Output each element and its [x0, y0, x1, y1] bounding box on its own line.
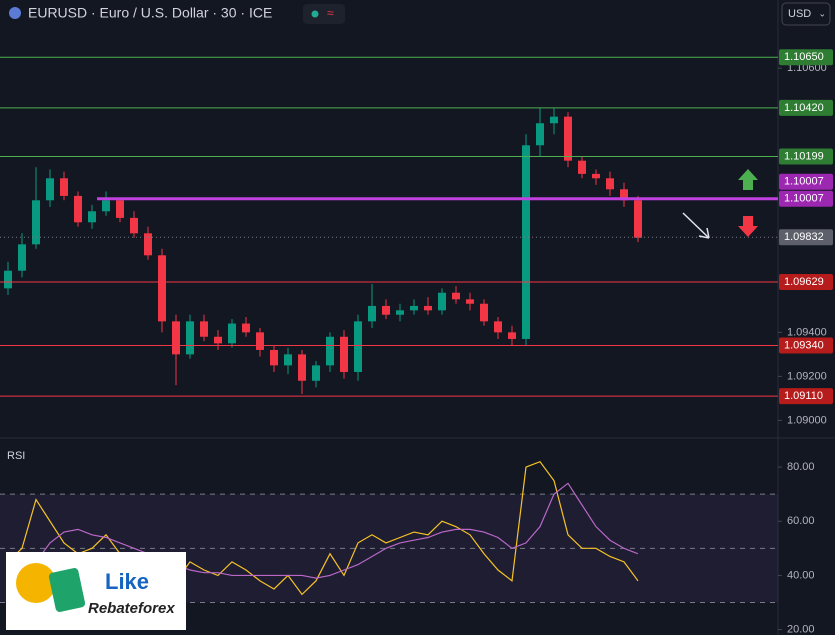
y-tick-label: 80.00 [787, 461, 815, 473]
level-label: 1.09340 [784, 339, 824, 351]
level-label: 1.09110 [784, 390, 823, 402]
rsi-line [7, 460, 639, 596]
candle-body [340, 336, 348, 372]
candle-body [438, 292, 446, 311]
y-tick-label: 60.00 [787, 515, 815, 527]
candle-body [508, 332, 516, 339]
level-label-box [779, 388, 833, 405]
candle-body [410, 305, 418, 311]
candle-body [158, 255, 166, 322]
y-tick-label: 20.00 [787, 623, 815, 635]
rsi-title: RSI [7, 450, 25, 462]
candle-body [74, 195, 82, 223]
candle-body [116, 200, 124, 218]
level-label-box [779, 49, 833, 66]
candle-body [354, 321, 362, 372]
candle-body [382, 305, 390, 315]
status-dot [311, 10, 319, 18]
candle-body [396, 310, 404, 315]
level-label: 1.09629 [784, 276, 824, 288]
candle-body [494, 321, 502, 333]
symbol-icon [9, 7, 21, 19]
candle-body [46, 178, 54, 201]
alert-label: 1.10007 [784, 176, 824, 188]
candle-body [270, 349, 278, 366]
candle-body [452, 292, 460, 300]
y-tick-label: 1.09200 [787, 370, 827, 382]
candle-body [102, 200, 110, 212]
rsi-line [7, 482, 639, 579]
candle-body [32, 200, 40, 245]
level-label-box [779, 148, 833, 165]
last-price-label: 1.09832 [784, 231, 824, 243]
dropdown-icon[interactable]: ⌄ [818, 8, 826, 18]
candle-body [536, 123, 544, 146]
candle-body [130, 217, 138, 234]
status-badge [303, 4, 345, 24]
candle-body [424, 305, 432, 311]
candle-body [88, 211, 96, 223]
candle-body [312, 365, 320, 381]
candle-body [564, 116, 572, 161]
level-label-box [779, 273, 833, 290]
candle-body [60, 178, 68, 196]
candle-body [200, 321, 208, 337]
candle-body [634, 200, 642, 238]
candle-body [172, 321, 180, 355]
logo-line2: Rebateforex [88, 600, 175, 617]
candle-body [326, 336, 334, 366]
candle-body [228, 323, 236, 344]
level-label-box [779, 190, 833, 207]
status-icon: ≈ [327, 6, 334, 20]
level-label-box [779, 99, 833, 116]
level-label: 1.10007 [784, 193, 824, 205]
logo-face [16, 563, 56, 603]
candle-body [284, 354, 292, 366]
down-arrow [738, 216, 758, 237]
candle-body [606, 178, 614, 190]
candle-body [480, 303, 488, 322]
candle-body [298, 354, 306, 381]
candle-body [144, 233, 152, 256]
y-tick-label: 40.00 [787, 569, 815, 581]
candle-body [256, 332, 264, 350]
logo-note [48, 568, 86, 612]
candle-body [242, 323, 250, 333]
level-label-box [779, 337, 833, 354]
last-price-label-box [779, 229, 833, 246]
level-label: 1.10420 [784, 102, 824, 114]
level-label: 1.10199 [784, 150, 824, 162]
candle-body [620, 189, 628, 201]
y-tick-label: 1.09400 [787, 326, 827, 338]
candle-body [466, 299, 474, 304]
candle-body [368, 305, 376, 322]
chart-title: EURUSD · Euro / U.S. Dollar · 30 · ICE [28, 5, 272, 21]
logo-line1: Like [105, 569, 149, 594]
currency-button[interactable] [781, 2, 831, 26]
up-arrow [738, 169, 758, 190]
alert-label-box [779, 173, 833, 190]
candle-body [18, 244, 26, 271]
candle-body [214, 336, 222, 344]
candle-body [550, 116, 558, 124]
candle-body [4, 270, 12, 289]
level-label: 1.10650 [784, 51, 824, 63]
currency[interactable]: USD [788, 8, 811, 20]
candle-body [592, 173, 600, 179]
candle-body [578, 160, 586, 174]
candle-body [186, 321, 194, 355]
candle-body [522, 145, 530, 339]
y-tick-label: 1.09000 [787, 414, 827, 426]
trend-arrow [682, 212, 710, 239]
